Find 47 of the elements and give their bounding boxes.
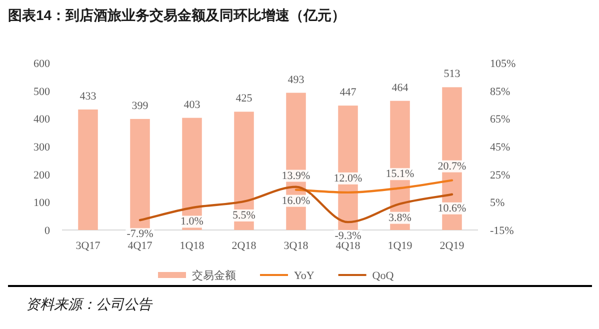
y-tick-label: 600 [34,58,50,70]
x-tick-label: 2Q18 [232,240,257,252]
data-label: -9.3% [334,230,362,242]
data-label: 399 [132,100,149,112]
chart-title: 图表14：到店酒旅业务交易金额及同环比增速（亿元） [8,7,346,23]
y2-tick-label: 5% [490,197,505,210]
data-label: 5.5% [232,209,256,222]
x-tick-label: 1Q19 [388,240,413,252]
data-label: -7.9% [126,228,154,240]
text: 资料来源：公司公告 [26,297,153,313]
y2-tick-label: 65% [490,114,510,126]
data-label: 425 [236,92,253,105]
x-tick-label: 1Q18 [180,240,205,252]
data-label: 20.7% [438,160,466,172]
x-tick-label: 3Q17 [76,240,101,252]
data-label: 1.0% [180,216,204,228]
y2-tick-label: 25% [490,169,510,182]
data-label: 3.8% [388,212,412,224]
legend-label: YoY [294,270,314,282]
y-tick-label: 100 [34,197,50,210]
y-tick-label: 300 [34,142,50,154]
bar [78,109,98,230]
x-tick-label: 4Q17 [128,240,153,252]
data-label: 16.0% [282,194,310,207]
y2-tick-label: -15% [490,225,514,237]
data-label: 464 [392,82,409,94]
x-tick-label: 2Q19 [440,240,465,252]
y-tick-label: 500 [34,86,50,98]
y-tick-label: 200 [34,169,50,182]
data-label: 12.0% [334,172,362,184]
data-label: 403 [184,98,201,111]
data-label: 493 [288,74,305,86]
x-tick-label: 4Q18 [336,240,361,252]
y2-tick-label: 105% [490,58,516,70]
y2-tick-label: 85% [490,86,510,98]
x-tick-label: 3Q18 [284,240,309,252]
y2-tick-label: 45% [490,142,510,154]
legend-label: 交易金额 [192,269,236,282]
y-tick-label: 400 [34,114,50,126]
data-label: 15.1% [386,168,414,180]
legend-label: QoQ [372,270,394,282]
data-label: 433 [80,90,97,102]
data-label: 10.6% [438,202,466,214]
data-label: 513 [444,68,461,80]
data-label: 447 [340,86,357,99]
data-label: 13.9% [282,170,310,182]
y-tick-label: 0 [44,225,50,237]
